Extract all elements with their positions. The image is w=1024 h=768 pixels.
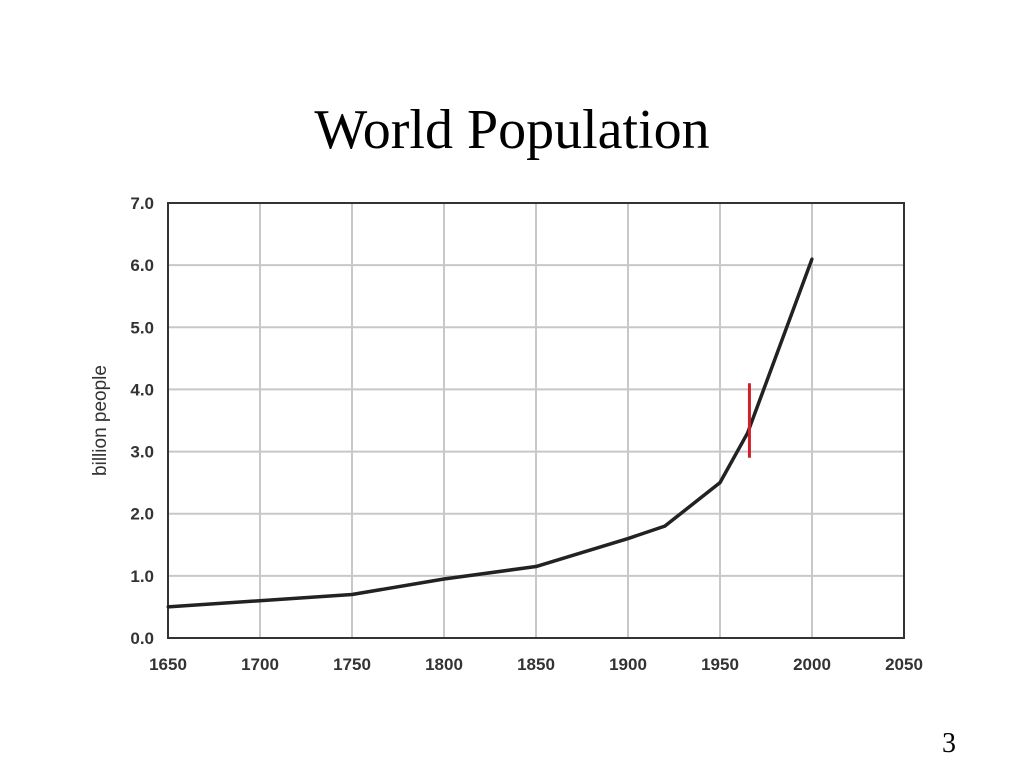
data-point [663,524,667,528]
y-tick-label: 2.0 [130,505,154,524]
grid [167,202,905,639]
slide-title: World Population [314,99,710,161]
y-tick-label: 5.0 [130,318,154,337]
data-point [626,537,630,541]
y-tick-label: 3.0 [130,443,154,462]
y-axis-ticks: 0.0 1.0 2.0 3.0 4.0 5.0 6.0 7.0 [130,194,154,648]
y-tick-label: 4.0 [130,380,154,399]
x-tick-label: 1800 [425,655,463,674]
data-points [166,257,814,609]
x-tick-label: 1650 [149,655,187,674]
data-point [166,605,170,609]
x-tick-label: 1850 [517,655,555,674]
plot-frame [167,202,905,639]
chart-svg: 0.0 1.0 2.0 3.0 4.0 5.0 6.0 7.0 1650 1700 1750 180… [90,194,923,674]
x-tick-label: 1950 [701,655,739,674]
y-axis-label: billion people [90,365,111,476]
data-point [718,481,722,485]
x-axis-ticks: 1650 1700 1750 1800 1850 1900 1950 2000 2050 [149,655,923,674]
y-tick-label: 6.0 [130,256,154,275]
slide-number: 3 [942,728,956,759]
y-tick-label: 7.0 [130,194,154,213]
y-tick-label: 0.0 [130,629,154,648]
data-point [350,593,354,596]
population-line [167,258,814,609]
x-tick-label: 2000 [793,655,831,674]
x-tick-label: 2050 [885,655,923,674]
data-point [442,577,446,581]
data-point [534,565,538,569]
data-point [810,257,814,261]
y-tick-label: 1.0 [130,567,154,586]
x-tick-label: 1900 [609,655,647,674]
x-tick-label: 1750 [333,655,371,674]
x-tick-label: 1700 [241,655,279,674]
population-chart: 0.0 1.0 2.0 3.0 4.0 5.0 6.0 7.0 1650 1700 1750 180… [80,180,950,690]
